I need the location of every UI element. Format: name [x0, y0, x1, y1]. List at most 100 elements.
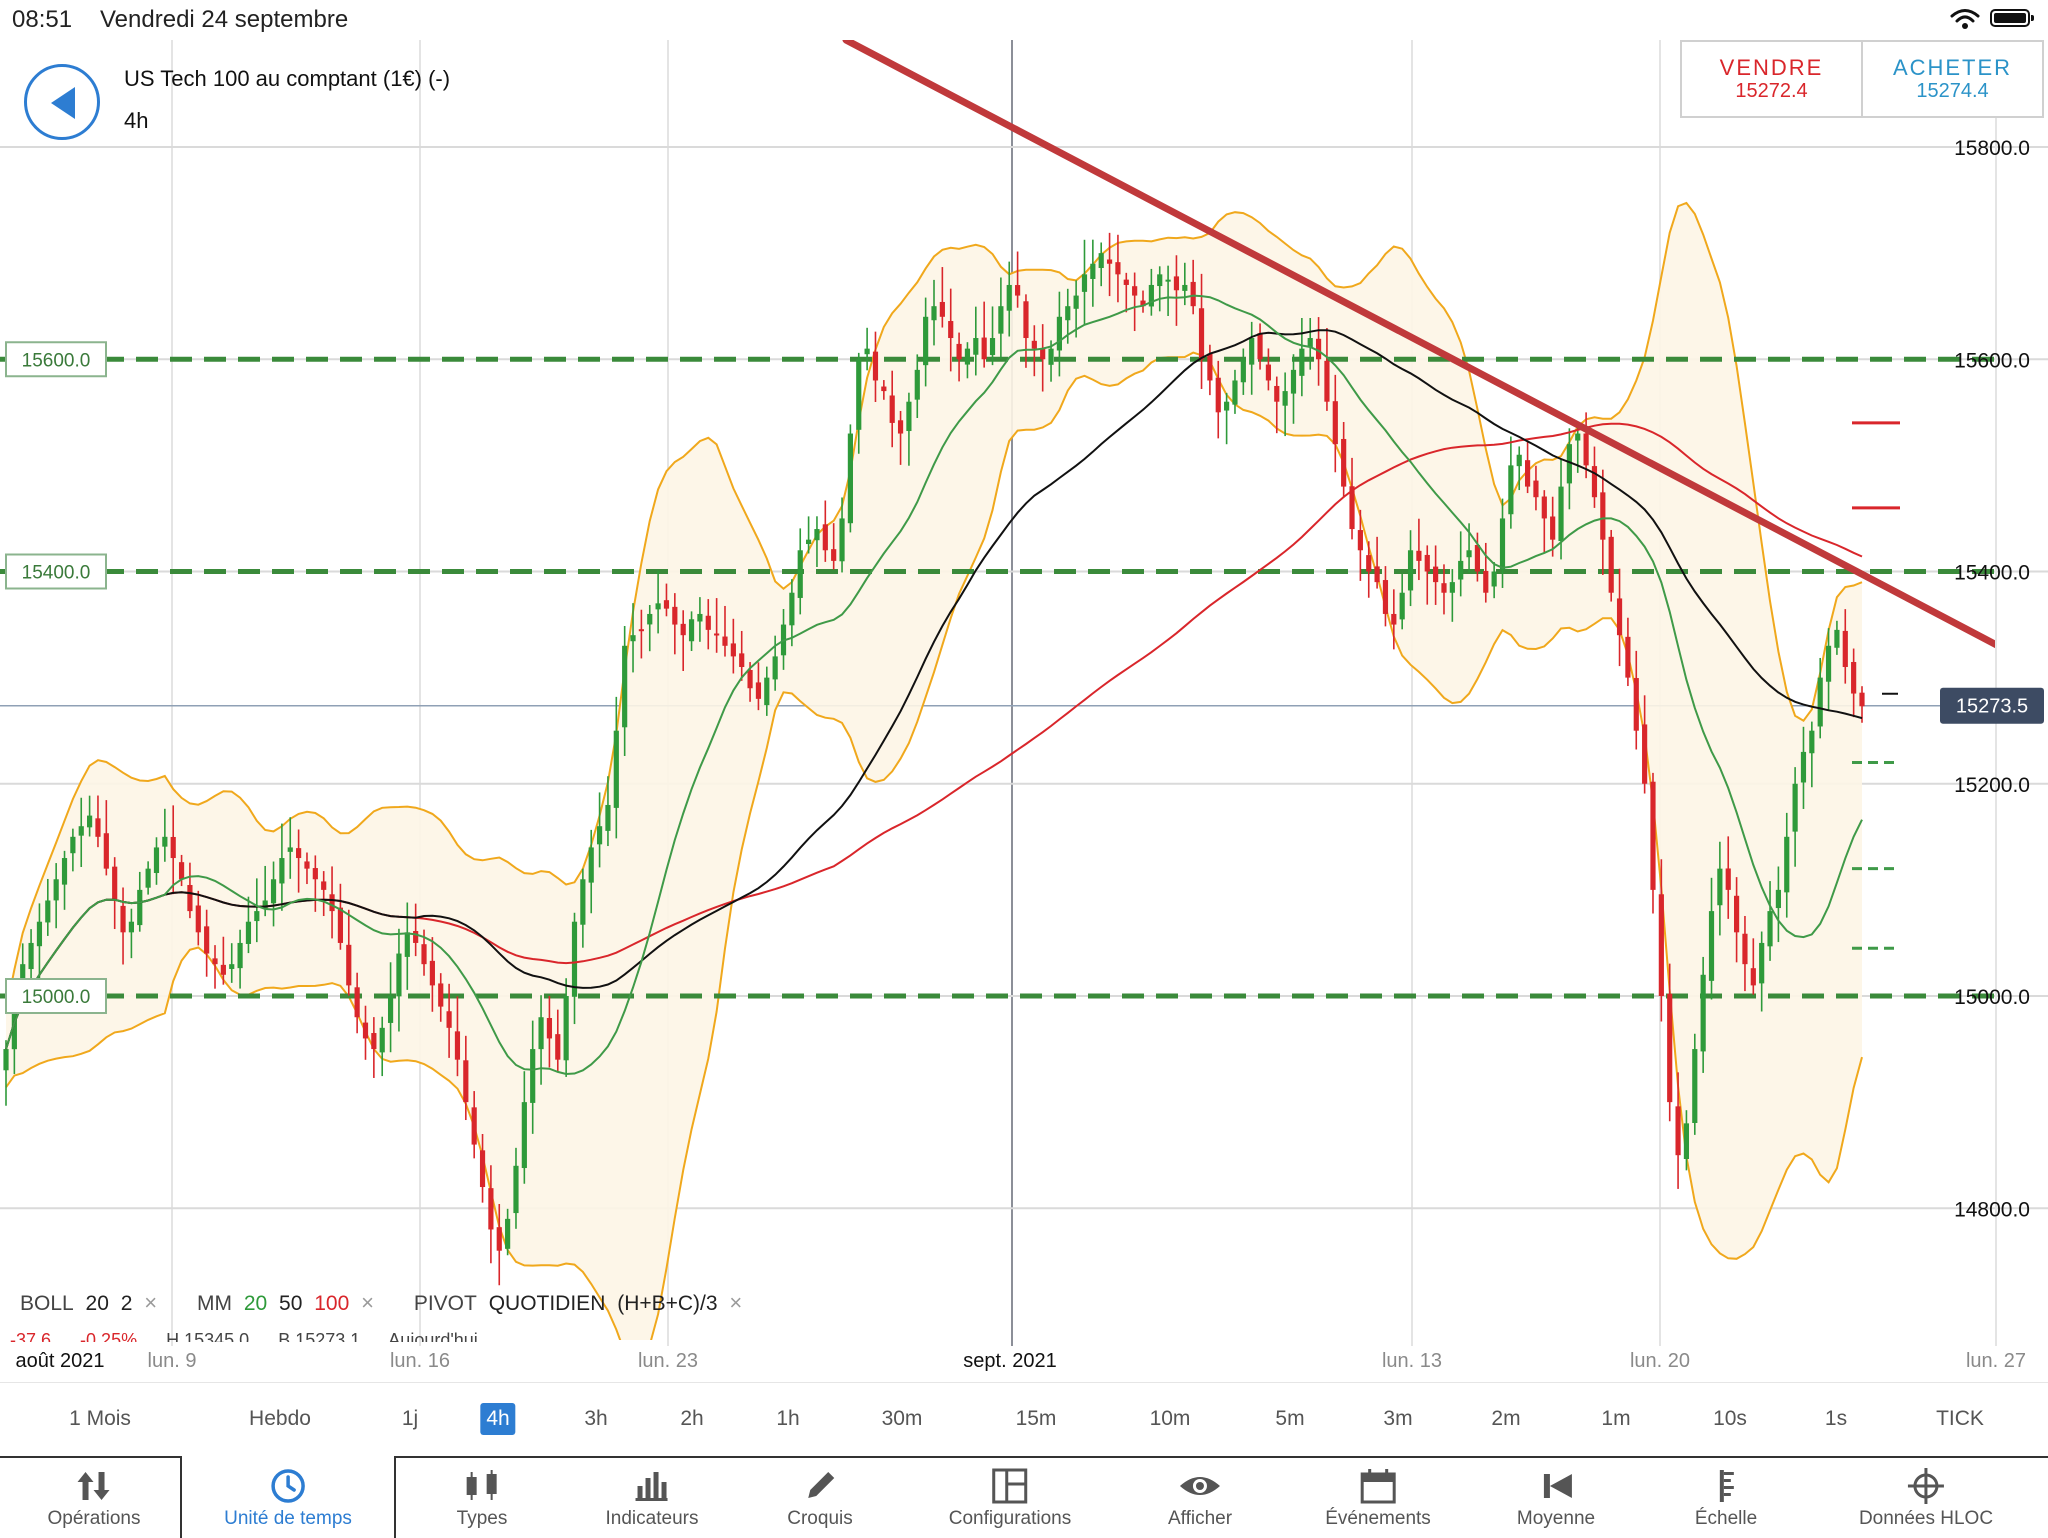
timeframe-3h[interactable]: 3h — [584, 1407, 608, 1430]
nav-configurations[interactable]: Configurations — [949, 1458, 1071, 1538]
candle-body — [1725, 868, 1731, 890]
nav-echelle[interactable]: Échelle — [1695, 1458, 1757, 1538]
mm-param-3: 100 — [314, 1292, 350, 1315]
bollinger-bands — [5, 201, 1863, 1340]
timeframe-1h[interactable]: 1h — [776, 1407, 800, 1430]
candle-body — [1132, 286, 1138, 296]
candle-body — [1700, 974, 1706, 1052]
candle-body — [70, 836, 76, 854]
candle-body — [1566, 444, 1572, 484]
candle-body — [195, 905, 201, 933]
candle-body — [889, 395, 895, 423]
candle-body — [1315, 338, 1322, 360]
candle-body — [839, 518, 845, 562]
candle-body — [1842, 630, 1848, 668]
timeframe-hebdo[interactable]: Hebdo — [249, 1407, 311, 1430]
candle-body — [1265, 364, 1272, 381]
nav-moyenne[interactable]: Moyenne — [1517, 1458, 1595, 1538]
candle-body — [1642, 724, 1648, 784]
candle-body — [1583, 433, 1589, 466]
candle-body — [438, 983, 444, 1007]
candle-body — [1249, 338, 1255, 365]
candle-body — [1683, 1123, 1690, 1160]
trendline[interactable] — [842, 40, 2048, 672]
timeframe-1j[interactable]: 1j — [401, 1407, 419, 1430]
candle-body — [1458, 560, 1464, 580]
timeframe-30m[interactable]: 30m — [881, 1407, 923, 1430]
sell-button[interactable]: VENDRE 15272.4 — [1682, 42, 1861, 116]
candle-body — [1541, 496, 1547, 519]
timeframe-15m[interactable]: 15m — [1015, 1407, 1057, 1430]
candle-body — [1600, 492, 1606, 540]
price-chart[interactable]: 15800.0 15600.0 15400.0 15200.0 15000.0 14800… — [0, 0, 2048, 1380]
candle-body — [404, 932, 410, 957]
x-label: sept. 2021 — [961, 1350, 1059, 1373]
timeframe-5m[interactable]: 5m — [1275, 1407, 1305, 1430]
nav-afficher[interactable]: Afficher — [1168, 1458, 1232, 1538]
y-tick-label: 15400.0 — [1954, 562, 2030, 585]
nav-label: Types — [456, 1508, 508, 1529]
back-button[interactable] — [24, 64, 100, 140]
candle-body — [1851, 661, 1857, 694]
candle-body — [1106, 259, 1113, 264]
candle-body — [1274, 385, 1280, 402]
timeframe-1-mois[interactable]: 1 Mois — [69, 1407, 131, 1430]
candle-body — [1416, 550, 1422, 561]
nav-indicateurs[interactable]: Indicateurs — [606, 1458, 698, 1538]
candle-body — [864, 348, 870, 355]
timeframe-10s[interactable]: 10s — [1713, 1407, 1747, 1430]
candle-body — [1817, 677, 1823, 727]
timeframe-1m[interactable]: 1m — [1601, 1407, 1631, 1430]
candle-body — [429, 960, 435, 986]
candle-body — [1056, 316, 1062, 351]
candle-body — [1190, 281, 1196, 307]
candle-body — [1792, 783, 1798, 832]
candle-body — [229, 964, 235, 969]
timeframe-4h[interactable]: 4h — [480, 1403, 516, 1435]
candle-body — [329, 894, 335, 912]
candle-body — [454, 1031, 461, 1060]
sell-label: VENDRE — [1719, 55, 1824, 80]
nav-donnees-hloc[interactable]: Données HLOC — [1859, 1458, 1993, 1538]
candle-body — [421, 944, 427, 965]
nav-evenements[interactable]: Événements — [1325, 1458, 1431, 1538]
boll-close-icon[interactable]: × — [144, 1290, 158, 1315]
y-tick-label: 15800.0 — [1954, 137, 2030, 160]
candle-body — [287, 847, 293, 852]
nav-types[interactable]: Types — [456, 1458, 508, 1538]
candle-body — [596, 826, 603, 845]
candle-body — [1767, 911, 1773, 947]
crosshair-icon — [1908, 1468, 1944, 1504]
candle-body — [1374, 566, 1380, 583]
mm-close-icon[interactable]: × — [361, 1290, 374, 1315]
candle-body — [1658, 894, 1664, 996]
candle-body — [1550, 516, 1556, 540]
timeframe-10m[interactable]: 10m — [1149, 1407, 1191, 1430]
timeframe-3m[interactable]: 3m — [1383, 1407, 1413, 1430]
timeframe-tick[interactable]: TICK — [1936, 1407, 1984, 1430]
candle-body — [1341, 438, 1347, 487]
nav-operations[interactable]: Opérations — [48, 1458, 140, 1538]
nav-croquis[interactable]: Croquis — [787, 1458, 853, 1538]
arrows-updown-icon — [77, 1472, 110, 1500]
candle-body — [1424, 554, 1430, 572]
timeframe-1s[interactable]: 1s — [1824, 1407, 1848, 1430]
pivot-close-icon[interactable]: × — [729, 1290, 743, 1315]
candle-body — [1591, 466, 1598, 498]
candle-body — [1081, 274, 1088, 292]
candle-body — [797, 550, 803, 598]
candle-body — [1031, 340, 1037, 349]
candle-body — [973, 338, 979, 355]
candle-body — [413, 931, 419, 943]
candle-body — [78, 826, 84, 836]
candle-body — [1616, 598, 1623, 636]
candle-body — [1750, 968, 1756, 986]
candle-body — [1667, 993, 1673, 1103]
candle-body — [1148, 284, 1154, 307]
buy-button[interactable]: ACHETER 15274.4 — [1861, 42, 2042, 116]
nav-unite-de-temps[interactable]: Unité de temps — [224, 1458, 352, 1538]
pivot-labels: 15600.0 15400.0 15000.0 — [5, 341, 107, 1014]
candle-body — [989, 338, 996, 356]
timeframe-2h[interactable]: 2h — [680, 1407, 704, 1430]
timeframe-2m[interactable]: 2m — [1491, 1407, 1521, 1430]
